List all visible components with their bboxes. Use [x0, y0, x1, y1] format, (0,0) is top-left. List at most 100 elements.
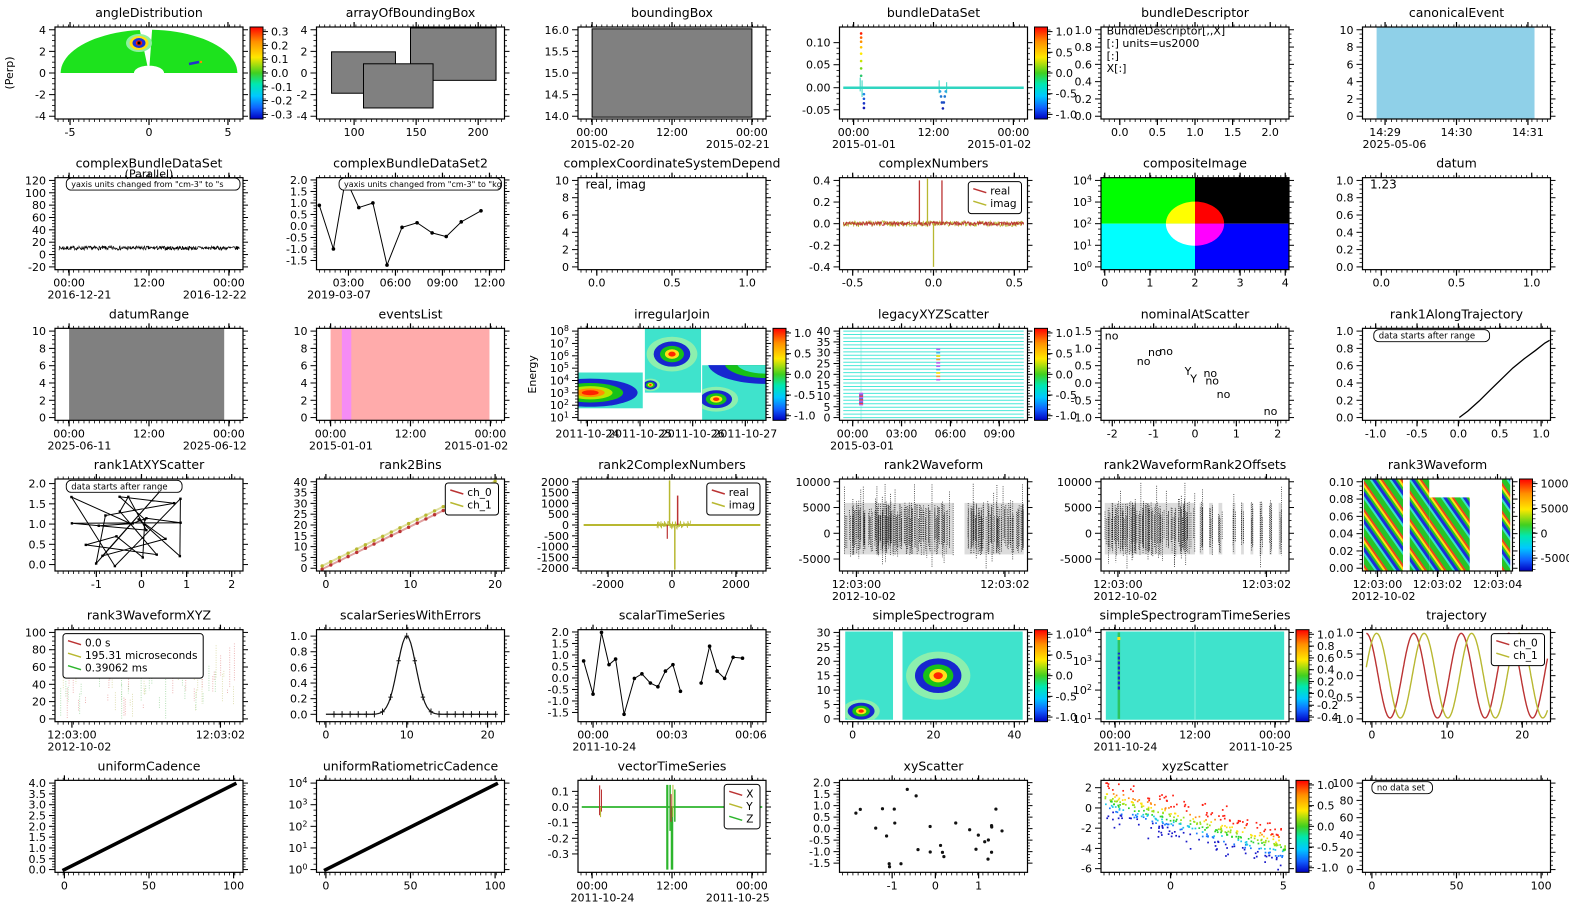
tick-label: 0.2: [813, 196, 831, 209]
tick-label: 0.0: [1075, 110, 1093, 123]
tick-label: 10: [294, 325, 308, 338]
x-tick-label: 00:00: [475, 427, 507, 440]
y-axis-label: Energy: [526, 355, 539, 394]
tick-label: 4: [39, 24, 46, 37]
plot-title: rank2Waveform: [884, 457, 983, 472]
plot-complexCoordinateSystemDepend: real, imag 10 8 6 4 2 0 0.0 0.5 1.0 complexCoordin…: [555, 156, 780, 290]
tick-label: 1.0: [552, 649, 570, 662]
annotation-text: no: [1203, 367, 1217, 380]
x-tick-label: 40: [1007, 729, 1021, 742]
tick-label: 104: [550, 374, 569, 388]
tick-label: -0.4: [809, 261, 830, 274]
tick-label: 0: [301, 412, 308, 425]
plot-rank1AtXYScatter: data starts after range 2.0 1.5 1.0 0.5 0.0 -1…: [29, 457, 248, 591]
legend: [444, 482, 500, 516]
x-tick-label: 2: [228, 578, 235, 591]
legend-label: X: [746, 788, 753, 800]
x-tick-label: 2011-10-27: [713, 427, 777, 440]
tick-label: 30: [817, 347, 831, 360]
x-tick-label: 0: [322, 879, 329, 892]
x-tick-label: -2: [1107, 427, 1118, 440]
x-date-label: 2015-01-01: [832, 138, 896, 151]
x-tick-label: 1: [975, 879, 982, 892]
colorbar-label: -0.1: [271, 81, 292, 94]
tick-label: 2: [39, 45, 46, 58]
plot-title: bundleDescriptor: [1141, 5, 1250, 20]
colorbar-label: -5000: [1541, 552, 1569, 565]
tick-label: 2.0: [813, 777, 831, 790]
x-tick-label: 200: [468, 126, 489, 139]
tick-label: 120: [25, 174, 46, 187]
plot-title: simpleSpectrogramTimeSeries: [1099, 608, 1290, 623]
tick-label: -1.0: [548, 695, 569, 708]
tick-label: 0: [301, 562, 308, 575]
x-tick-label: 20: [481, 729, 495, 742]
x-tick-label: 100: [1531, 879, 1552, 892]
tick-label: 5: [301, 551, 308, 564]
tick-label: -0.5: [1332, 691, 1353, 704]
tick-label: 5: [824, 698, 831, 711]
plot-noDataSet: no data set 100 80 60 40 20 0 0 50 100: [1333, 775, 1556, 892]
x-tick-label: 09:00: [427, 277, 459, 290]
tick-label: 25: [817, 641, 831, 654]
tick-label: 103: [1073, 195, 1092, 209]
annotation-text: no: [1137, 355, 1151, 368]
colorbar-label: -0.5: [1317, 841, 1338, 854]
tick-label: 20: [1340, 846, 1354, 859]
plot-title: bundleDataSet: [887, 5, 980, 20]
tick-label: 25: [294, 508, 308, 521]
tick-label: 0.0: [1336, 412, 1354, 425]
tick-label: -4: [297, 110, 308, 123]
tick-label: -0.2: [809, 239, 830, 252]
colorbar-label: 1.0: [794, 327, 812, 340]
colorbar-label: -1.0: [1056, 711, 1077, 724]
colorbar-label: -1.0: [794, 410, 815, 423]
tick-label: 20: [294, 519, 308, 532]
x-tick-label: 0.0: [1111, 126, 1129, 139]
tick-label: 14.0: [545, 110, 570, 123]
tick-label: 8: [1347, 41, 1354, 54]
x-tick-label: 0: [1167, 879, 1174, 892]
tick-label: 0.08: [1329, 493, 1354, 506]
colorbar-label: 0.3: [271, 26, 289, 39]
plot-title: xyzScatter: [1162, 758, 1229, 773]
x-tick-label: 00:00: [576, 126, 608, 139]
tick-label: 1.5: [552, 637, 570, 650]
tick-label: 1.0: [29, 518, 47, 531]
x-tick-label: 100: [223, 879, 244, 892]
plot-title: rank1AlongTrajectory: [1390, 306, 1524, 321]
plot-title: boundingBox: [631, 5, 713, 20]
tick-label: 0.00: [806, 82, 831, 95]
plot-title: uniformRatiometricCadence: [323, 758, 499, 773]
x-tick-label: 0: [849, 729, 856, 742]
x-tick-label: 0: [61, 879, 68, 892]
x-tick-label: -1: [887, 879, 898, 892]
tick-label: 10: [555, 174, 569, 187]
tick-label: 0.4: [813, 174, 831, 187]
x-tick-label: 1.0: [1186, 126, 1204, 139]
x-tick-label: 00:00: [736, 879, 768, 892]
x-tick-label: 4: [1282, 277, 1289, 290]
x-date-label: 2025-05-06: [1362, 138, 1426, 151]
x-tick-label: 50: [404, 879, 418, 892]
plot-title: complexBundleDataSet: [76, 156, 223, 171]
plot-title: rank3Waveform: [1388, 457, 1487, 472]
tick-label: 0.1: [552, 785, 570, 798]
colorbar-label: 0.0: [1056, 670, 1074, 683]
tick-label: 0.0: [552, 672, 570, 685]
x-tick-label: 03:00: [333, 277, 365, 290]
tick-label: 4: [301, 377, 308, 390]
plot-title: nominalAtScatter: [1141, 306, 1250, 321]
colorbar-label: -0.2: [271, 95, 292, 108]
tick-label: 5000: [1064, 502, 1092, 515]
tick-label: 103: [288, 798, 307, 812]
tick-label: 60: [32, 661, 46, 674]
x-tick-label: 1: [1233, 427, 1240, 440]
x-tick-label: 00:06: [735, 729, 767, 742]
plot-title: uniformCadence: [98, 758, 201, 773]
tick-label: 8: [301, 342, 308, 355]
colorbar-label: 10000: [1541, 478, 1569, 491]
